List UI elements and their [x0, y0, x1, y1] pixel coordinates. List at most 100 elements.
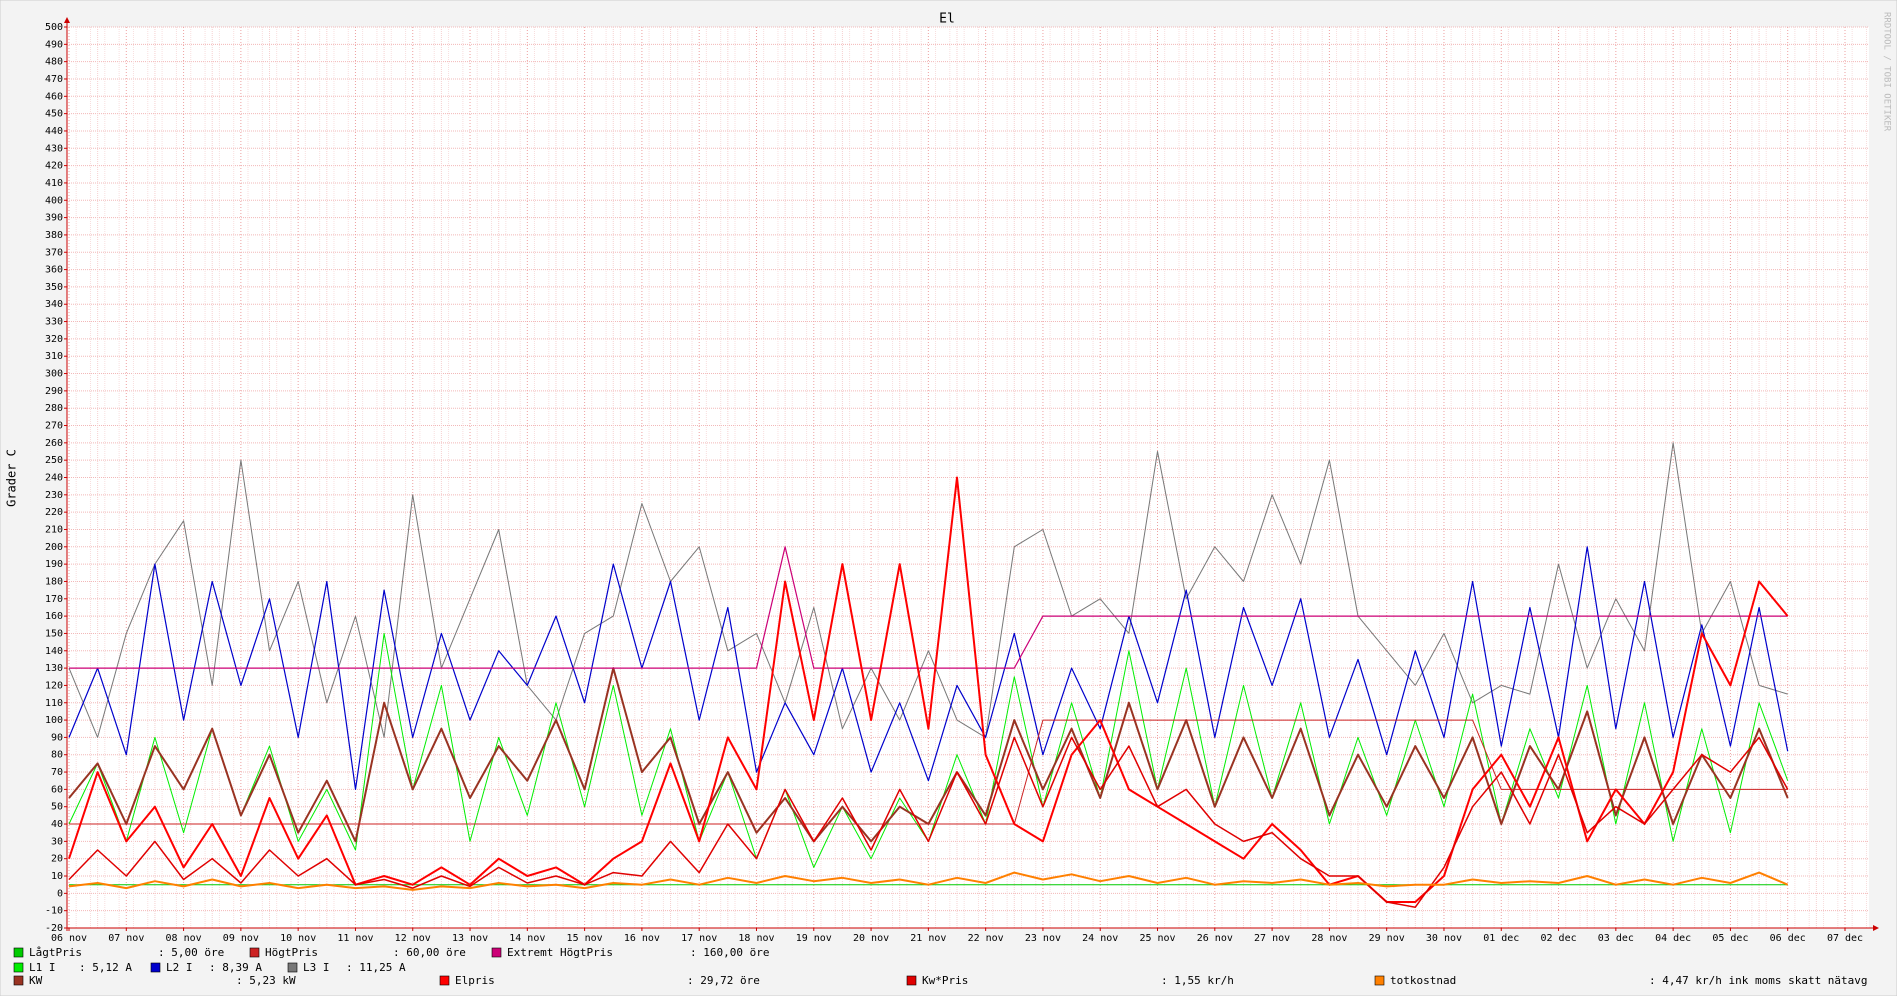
y-tick-label: 490	[45, 39, 63, 50]
y-tick-label: 390	[45, 213, 63, 224]
x-tick-label: 19 nov	[796, 933, 832, 944]
y-tick-label: 360	[45, 265, 63, 276]
y-tick-label: 420	[45, 161, 63, 172]
legend-label: Kw*Pris	[922, 974, 968, 987]
y-tick-label: 440	[45, 126, 63, 137]
x-tick-label: 07 nov	[108, 933, 144, 944]
y-tick-label: 120	[45, 680, 63, 691]
series-line	[68, 442, 1788, 738]
y-tick-label: 190	[45, 559, 63, 570]
y-tick-label: 330	[45, 317, 63, 328]
legend-value: : 8,39 A	[209, 961, 262, 974]
legend-label: L2 I	[166, 961, 193, 974]
x-tick-label: 23 nov	[1025, 933, 1061, 944]
y-tick-label: 150	[45, 628, 63, 639]
legend-value: : 5,12 A	[79, 961, 132, 974]
grid	[67, 26, 1869, 929]
x-tick-label: 14 nov	[509, 933, 545, 944]
y-axis-arrow	[64, 17, 70, 23]
x-tick-label: 12 nov	[395, 933, 431, 944]
legend-swatch	[287, 962, 298, 973]
y-tick-label: 480	[45, 57, 63, 68]
y-tick-label: 250	[45, 455, 63, 466]
series-lines	[68, 442, 1789, 908]
legend-swatch	[13, 947, 24, 958]
series-line	[68, 546, 1789, 790]
x-tick-label: 07 dec	[1827, 933, 1863, 944]
x-tick-label: 18 nov	[738, 933, 774, 944]
legend-value: : 60,00 öre	[393, 946, 466, 959]
x-tick-label: 16 nov	[624, 933, 660, 944]
x-tick-label: 30 nov	[1426, 933, 1462, 944]
y-tick-label: 380	[45, 230, 63, 241]
y-tick-label: 80	[51, 750, 63, 761]
y-tick-label: 240	[45, 473, 63, 484]
legend-swatch	[13, 975, 24, 986]
x-tick-label: 28 nov	[1311, 933, 1347, 944]
x-tick-label: 26 nov	[1197, 933, 1233, 944]
legend-label: totkostnad	[1390, 974, 1456, 987]
y-tick-label: 60	[51, 784, 63, 795]
x-tick-label: 08 nov	[166, 933, 202, 944]
legend-value: : 29,72 öre	[687, 974, 760, 987]
y-tick-label: 450	[45, 109, 63, 120]
x-tick-label: 03 dec	[1598, 933, 1634, 944]
y-tick-label: 200	[45, 542, 63, 553]
x-tick-label: 06 dec	[1770, 933, 1806, 944]
y-tick-label: -10	[45, 906, 63, 917]
x-tick-label: 24 nov	[1082, 933, 1118, 944]
x-tick-label: 21 nov	[910, 933, 946, 944]
legend-swatch	[491, 947, 502, 958]
series-line	[68, 871, 1789, 891]
legend-swatch	[439, 975, 450, 986]
legend-label: L1 I	[29, 961, 56, 974]
series-line	[69, 546, 1788, 669]
y-tick-label: 0	[57, 888, 63, 899]
y-tick-label: 110	[45, 698, 63, 709]
y-tick-label: 470	[45, 74, 63, 85]
x-tick-label: 04 dec	[1655, 933, 1691, 944]
x-tick-label: 27 nov	[1254, 933, 1290, 944]
y-tick-label: 320	[45, 334, 63, 345]
legend-label: L3 I	[303, 961, 330, 974]
x-tick-label: 29 nov	[1369, 933, 1405, 944]
series-line	[68, 736, 1789, 908]
legend-value: : 4,47 kr/h ink moms skatt nätavg	[1649, 974, 1868, 987]
y-tick-label: 210	[45, 524, 63, 535]
y-tick-label: 310	[45, 351, 63, 362]
x-tick-label: 15 nov	[567, 933, 603, 944]
legend: LågtPris: 5,00 öre HögtPris: 60,00 öre Ext…	[13, 946, 1868, 987]
legend-swatch	[906, 975, 917, 986]
legend-value: : 160,00 öre	[690, 946, 769, 959]
y-tick-label: 340	[45, 299, 63, 310]
y-tick-label: 230	[45, 490, 63, 501]
legend-value: : 5,23 kW	[236, 974, 296, 987]
legend-swatch	[249, 947, 260, 958]
y-tick-label: 410	[45, 178, 63, 189]
x-tick-label: 02 dec	[1540, 933, 1576, 944]
legend-label: LågtPris	[29, 946, 82, 959]
legend-swatch	[13, 962, 24, 973]
x-tick-label: 25 nov	[1139, 933, 1175, 944]
y-tick-label: 90	[51, 732, 63, 743]
x-axis-arrow	[1873, 925, 1879, 931]
y-tick-label: 270	[45, 421, 63, 432]
y-axis-label: Grader C	[5, 449, 19, 507]
x-tick-label: 05 dec	[1712, 933, 1748, 944]
axes: -20 -10 0 10 20 30 40 50 60 70 80 90 100 110 120 130 140…	[45, 17, 1879, 944]
y-tick-label: 500	[45, 22, 63, 33]
x-tick-label: 10 nov	[280, 933, 316, 944]
y-tick-label: 50	[51, 802, 63, 813]
legend-label: HögtPris	[265, 946, 318, 959]
y-tick-label: 160	[45, 611, 63, 622]
legend-swatch	[150, 962, 161, 973]
y-tick-label: 170	[45, 594, 63, 605]
y-tick-label: 130	[45, 663, 63, 674]
x-tick-label: 20 nov	[853, 933, 889, 944]
x-tick-label: 22 nov	[968, 933, 1004, 944]
y-tick-label: 30	[51, 836, 63, 847]
y-tick-label: 430	[45, 143, 63, 154]
y-tick-label: 370	[45, 247, 63, 258]
legend-label: Elpris	[455, 974, 495, 987]
